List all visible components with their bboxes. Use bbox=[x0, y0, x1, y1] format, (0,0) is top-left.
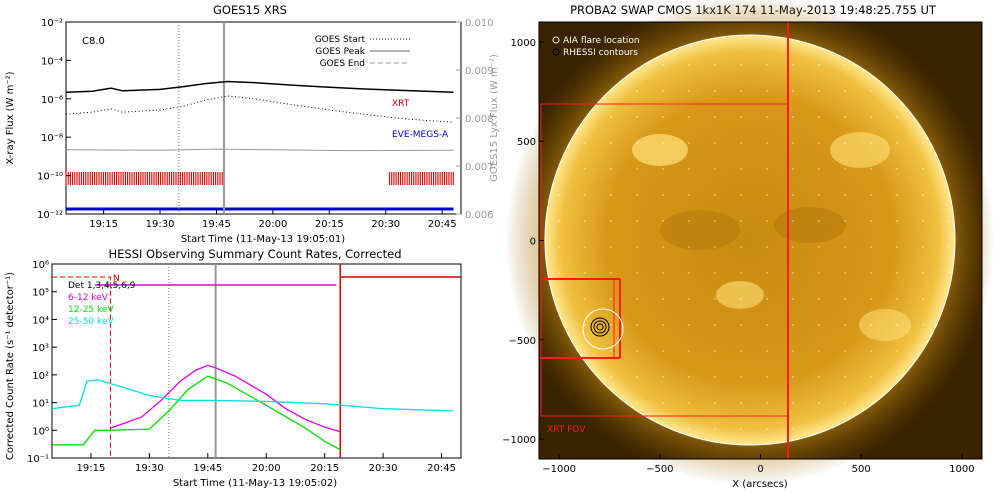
hessi-xtick-label: 20:15 bbox=[310, 463, 339, 474]
goes-ytick-right-label: 0.008 bbox=[465, 114, 494, 125]
rhessi-contour bbox=[593, 320, 607, 334]
goes-ylabel: X-ray Flux (W m⁻²) bbox=[5, 71, 16, 164]
swap-ytick-label: 500 bbox=[517, 137, 536, 148]
hessi-ytick-label: 10³ bbox=[32, 343, 49, 354]
swap-xtick-label: 1000 bbox=[949, 464, 974, 475]
goes-xlabel: Start Time (11-May-13 19:05:01) bbox=[181, 234, 345, 245]
aia-flare-marker bbox=[582, 308, 624, 350]
swap-xtick-label: 500 bbox=[852, 464, 871, 475]
goes-legend: GOES Start GOES Peak GOES End bbox=[315, 35, 410, 69]
flare-location bbox=[582, 308, 624, 350]
hessi-title: HESSI Observing Summary Count Rates, Cor… bbox=[108, 247, 401, 261]
goes-ytick-right-label: 0.009 bbox=[465, 66, 494, 77]
goes-ytick-label: 10⁻¹⁰ bbox=[37, 172, 63, 183]
goes-ylabel-right: GOES15 Lyx Flux (W m⁻²) bbox=[489, 54, 500, 182]
goes-long-channel bbox=[65, 80, 454, 93]
rhessi-contour bbox=[596, 323, 604, 331]
goes-xrt-coverage bbox=[65, 172, 223, 185]
swap-xlabel: X (arcsecs) bbox=[732, 479, 788, 490]
hessi-x-axis: 19:15 19:30 19:45 20:00 20:15 20:30 20:45 bbox=[77, 453, 456, 474]
goes-xtick-label: 19:15 bbox=[89, 219, 118, 230]
swap-y-axis: 1000 500 0 −500 −1000 bbox=[502, 38, 544, 446]
swap-ytick-label: −500 bbox=[509, 336, 536, 347]
swap-xtick-label: −500 bbox=[646, 464, 673, 475]
swap-legend-aia-icon bbox=[552, 36, 560, 44]
goes-xrt-coverage bbox=[388, 172, 454, 185]
goes-xtick-label: 20:00 bbox=[258, 219, 287, 230]
hessi-legend-entry: 12-25 keV bbox=[68, 305, 114, 315]
goes-plot-area bbox=[65, 22, 454, 214]
goes-lyman-alpha bbox=[65, 148, 454, 152]
hessi-xtick-label: 19:45 bbox=[193, 463, 222, 474]
goes-y-axis: 10⁻² 10⁻⁴ 10⁻⁶ 10⁻⁸ 10⁻¹⁰ 10⁻¹² bbox=[37, 18, 71, 221]
goes-class-label: C8.0 bbox=[82, 36, 105, 47]
hessi-ytick-label: 10⁴ bbox=[32, 315, 49, 326]
rhessi-contour bbox=[590, 317, 610, 337]
goes-x-axis: 19:15 19:30 19:45 20:00 20:15 20:30 20:45 bbox=[89, 209, 457, 230]
hessi-ytick-label: 10⁰ bbox=[32, 426, 49, 437]
hessi-legend-entry: Det 1,3,4,5,6,9 bbox=[68, 281, 136, 291]
solar-limb bbox=[544, 34, 956, 446]
goes-ytick-right-label: 0.007 bbox=[465, 162, 494, 173]
swap-ytick-label: 0 bbox=[530, 237, 536, 248]
goes-title: GOES15 XRS bbox=[213, 3, 287, 17]
goes-ytick-label: 10⁻⁶ bbox=[41, 95, 63, 106]
swap-x-axis: −1000 −500 0 500 1000 bbox=[542, 454, 975, 475]
hessi-xtick-label: 19:15 bbox=[77, 463, 106, 474]
goes-xtick-label: 20:30 bbox=[371, 219, 400, 230]
goes-eve-label: EVE-MEGS-A bbox=[392, 130, 449, 140]
hessi-xtick-label: 20:00 bbox=[252, 463, 281, 474]
hessi-ytick-label: 10⁵ bbox=[32, 288, 49, 299]
goes-xtick-label: 19:45 bbox=[202, 219, 231, 230]
swap-legend-rhessi: RHESSI contours bbox=[563, 48, 638, 58]
hessi-xtick-label: 19:30 bbox=[135, 463, 164, 474]
swap-legend-aia: AIA flare location bbox=[563, 36, 640, 46]
sun-active-regions bbox=[545, 35, 955, 445]
goes-xtick-label: 20:15 bbox=[315, 219, 344, 230]
goes-xtick-label: 19:30 bbox=[146, 219, 175, 230]
goes-ytick-label: 10⁻¹² bbox=[37, 210, 63, 221]
hessi-marker: N bbox=[113, 274, 120, 284]
goes-ytick-label: 10⁻² bbox=[41, 18, 63, 29]
hessi-xtick-label: 20:45 bbox=[427, 463, 456, 474]
swap-legend-rhessi-icon bbox=[552, 48, 560, 56]
goes-ytick-label: 10⁻⁴ bbox=[41, 56, 63, 67]
hessi-series-3 bbox=[51, 379, 454, 412]
hessi-series-1 bbox=[110, 364, 341, 433]
swap-xtick-label: 0 bbox=[757, 464, 763, 475]
hessi-frame bbox=[51, 263, 462, 459]
goes-legend-end: GOES End bbox=[320, 59, 365, 69]
swap-ytick-label: −1000 bbox=[502, 435, 536, 446]
goes-xrt-label: XRT bbox=[392, 99, 410, 109]
swap-ytick-label: 1000 bbox=[511, 38, 536, 49]
swap-legend: AIA flare location RHESSI contours bbox=[552, 36, 640, 58]
hessi-ylabel: Corrected Count Rate (s⁻¹ detector⁻¹) bbox=[5, 272, 16, 460]
hessi-attenuator-state bbox=[52, 276, 111, 458]
goes-xtick-label: 20:45 bbox=[428, 219, 457, 230]
hessi-plot-area bbox=[51, 264, 461, 458]
hessi-ytick-label: 10² bbox=[32, 371, 49, 382]
goes-legend-peak: GOES Peak bbox=[315, 47, 365, 57]
hessi-series-2 bbox=[52, 375, 341, 451]
xrt-fov-label: XRT FOV bbox=[547, 425, 586, 435]
goes-ytick-label: 10⁻⁸ bbox=[41, 133, 63, 144]
hessi-legend-entry: 6-12 keV bbox=[68, 293, 109, 303]
goes-y-axis-right: 0.010 0.009 0.008 0.007 0.006 bbox=[456, 18, 494, 221]
hessi-ytick-label: 10¹ bbox=[32, 399, 49, 410]
hessi-y-axis: 10⁶ 10⁵ 10⁴ 10³ 10² 10¹ 10⁰ 10⁻¹ bbox=[27, 260, 57, 465]
goes-short-channel bbox=[65, 95, 454, 123]
hessi-xlabel: Start Time (11-May-13 19:05:02) bbox=[173, 478, 337, 489]
hessi-legend: Det 1,3,4,5,6,9 6-12 keV 12-25 keV 25-50 ke… bbox=[68, 281, 136, 327]
goes-ytick-right-label: 0.006 bbox=[465, 210, 494, 221]
hessi-ytick-label: 10⁶ bbox=[32, 260, 49, 271]
hessi-legend-entry: 25-50 keV bbox=[68, 317, 114, 327]
swap-xtick-label: −1000 bbox=[542, 464, 576, 475]
goes-legend-start: GOES Start bbox=[315, 35, 366, 45]
hessi-xtick-label: 20:30 bbox=[369, 463, 398, 474]
hessi-ytick-label: 10⁻¹ bbox=[27, 454, 49, 465]
goes-ytick-right-label: 0.010 bbox=[465, 18, 494, 29]
